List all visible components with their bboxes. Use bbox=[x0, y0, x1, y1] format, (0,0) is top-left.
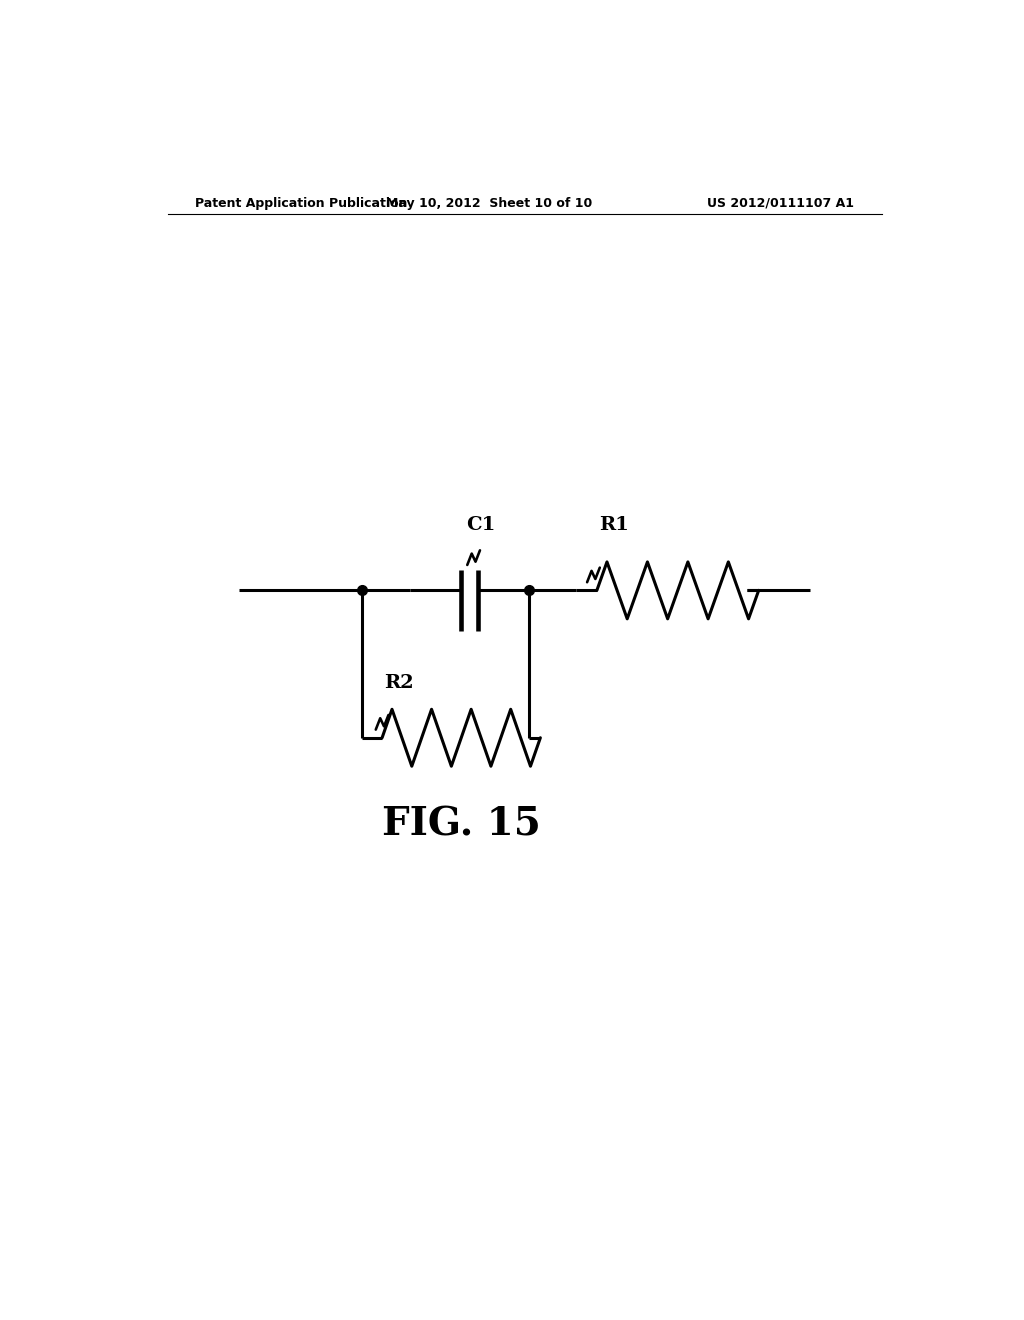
Text: Patent Application Publication: Patent Application Publication bbox=[196, 197, 408, 210]
Text: May 10, 2012  Sheet 10 of 10: May 10, 2012 Sheet 10 of 10 bbox=[386, 197, 592, 210]
Text: R1: R1 bbox=[599, 516, 629, 535]
Text: US 2012/0111107 A1: US 2012/0111107 A1 bbox=[708, 197, 854, 210]
Text: FIG. 15: FIG. 15 bbox=[382, 805, 541, 843]
Text: C1: C1 bbox=[467, 516, 496, 535]
Text: R2: R2 bbox=[384, 675, 414, 692]
